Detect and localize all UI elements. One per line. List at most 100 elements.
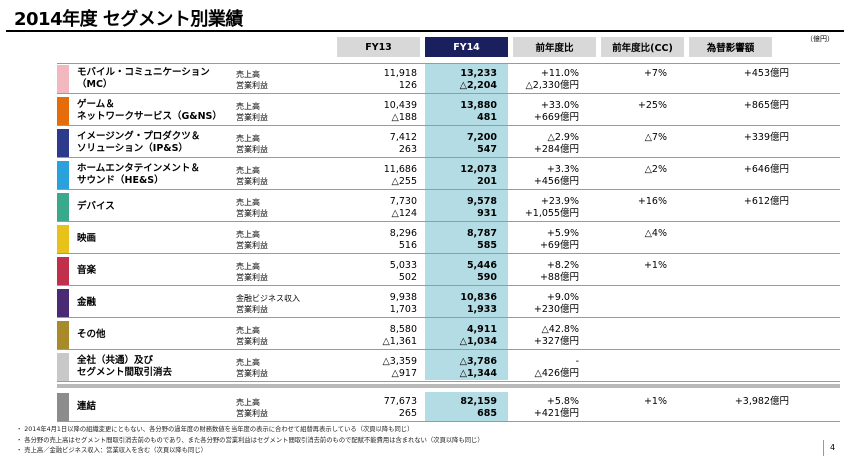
- segment-name-line: （MC）: [77, 79, 113, 90]
- page-number: 4: [830, 443, 836, 452]
- yoy-cc: △4%: [644, 228, 667, 239]
- table-top-rule: [57, 63, 840, 64]
- yoy-sales: +5.8%: [546, 396, 579, 407]
- header-fy14: FY14: [425, 37, 508, 57]
- fy13-op-income: 263: [398, 144, 417, 155]
- table-row: 全社（共通）及び セグメント間取引消去 売上高 営業利益 △3,359 △917 △3,78…: [57, 352, 840, 382]
- header-fy13: FY13: [337, 37, 420, 57]
- segment-color-swatch: [57, 65, 69, 93]
- fy14-op-income: 547: [477, 144, 497, 155]
- yoy-cc: △7%: [644, 132, 667, 143]
- yoy-op-income: +456億円: [533, 176, 579, 187]
- segment-color-swatch: [57, 161, 69, 189]
- segment-name: 全社（共通）及び セグメント間取引消去: [77, 355, 172, 379]
- fy13-op-income: △124: [391, 208, 417, 219]
- title-underline: [6, 30, 844, 32]
- segment-color-swatch: [57, 353, 69, 381]
- table-row: ゲーム＆ ネットワークサービス（G&NS） 売上高 営業利益 10,439 △188 13,…: [57, 96, 840, 126]
- row-label-sales: 売上高: [236, 198, 260, 207]
- fy14-op-income: 585: [477, 240, 497, 251]
- yoy-cc: +1%: [643, 260, 667, 271]
- row-label-op-income: 営業利益: [236, 241, 268, 250]
- fy14-op-income: △1,034: [459, 336, 497, 347]
- segment-name-line: サウンド（HE&S）: [77, 175, 164, 186]
- fy13-sales: 9,938: [389, 292, 417, 303]
- fy13-op-income: 1,703: [389, 304, 417, 315]
- table-row: その他 売上高 営業利益 8,580 △1,361 4,911 △1,034 △42.8% +3…: [57, 320, 840, 350]
- yoy-sales: +23.9%: [540, 196, 579, 207]
- fy13-sales: 7,730: [389, 196, 417, 207]
- row-label-sales: 売上高: [236, 326, 260, 335]
- row-label-sales: 売上高: [236, 230, 260, 239]
- yoy-op-income: +1,055億円: [524, 208, 579, 219]
- fy13-op-income: 126: [398, 80, 417, 91]
- row-label-op-income: 営業利益: [236, 177, 268, 186]
- segment-color-swatch: [57, 257, 69, 285]
- segment-name-line: 金融: [77, 297, 97, 308]
- fy13-sales: 11,686: [383, 164, 417, 175]
- segment-name: 映画: [77, 233, 96, 245]
- fy14-sales: 5,446: [466, 260, 497, 271]
- fy14-op-income: 590: [477, 272, 497, 283]
- yoy-op-income: +669億円: [533, 112, 579, 123]
- fx-impact: +612億円: [743, 196, 789, 207]
- table-row: 音楽 売上高 営業利益 5,033 502 5,446 590 +8.2% +88億円 +1%: [57, 256, 840, 286]
- table-row: ホームエンタテインメント＆ サウンド（HE&S） 売上高 営業利益 11,686 △255…: [57, 160, 840, 190]
- fy14-op-income: 931: [477, 208, 497, 219]
- yoy-cc: +16%: [637, 196, 667, 207]
- row-label-op-income: 営業利益: [236, 337, 268, 346]
- yoy-op-income: +327億円: [533, 336, 579, 347]
- fy14-sales: 10,836: [460, 292, 497, 303]
- yoy-sales: +11.0%: [540, 68, 579, 79]
- yoy-cc: +7%: [643, 68, 667, 79]
- fy13-sales: △3,359: [382, 356, 417, 367]
- yoy-op-income: +69億円: [539, 240, 579, 251]
- fy13-op-income: △188: [391, 112, 417, 123]
- yoy-cc: +1%: [643, 396, 667, 407]
- yoy-op-income: +230億円: [533, 304, 579, 315]
- row-label-op-income: 営業利益: [236, 409, 268, 418]
- segment-name: イメージング・プロダクツ＆ ソリューション（IP&S）: [77, 131, 200, 155]
- row-label-op-income: 営業利益: [236, 209, 268, 218]
- footnote: ・ 2014年4月1日以降の組織変更にともない、各分野の過年度の財務数値を当年度…: [16, 426, 414, 433]
- row-label-op-income: 営業利益: [236, 369, 268, 378]
- fy14-op-income: △1,344: [459, 368, 497, 379]
- yoy-sales: +5.9%: [546, 228, 579, 239]
- yoy-sales: -: [575, 356, 579, 367]
- row-label-op-income: 営業利益: [236, 145, 268, 154]
- segment-name: その他: [77, 329, 106, 341]
- fy13-op-income: 265: [398, 408, 417, 419]
- yoy-op-income: △2,330億円: [525, 80, 579, 91]
- segment-name: デバイス: [77, 201, 115, 213]
- total-separator: [57, 384, 840, 388]
- fx-impact: +3,982億円: [734, 396, 789, 407]
- yoy-sales: +9.0%: [546, 292, 579, 303]
- fx-impact: +865億円: [743, 100, 789, 111]
- row-label-sales: 売上高: [236, 358, 260, 367]
- fy13-sales: 8,580: [389, 324, 417, 335]
- table-row: モバイル・コミュニケーション （MC） 売上高 営業利益 11,918 126 13,233…: [57, 64, 840, 94]
- fx-impact: +646億円: [743, 164, 789, 175]
- segment-name-line: デバイス: [77, 201, 115, 212]
- row-label-op-income: 営業利益: [236, 305, 268, 314]
- fy13-op-income: △1,361: [382, 336, 417, 347]
- segment-name: ホームエンタテインメント＆ サウンド（HE&S）: [77, 163, 200, 187]
- fy14-op-income: 481: [477, 112, 497, 123]
- segment-name-line: ソリューション（IP&S）: [77, 143, 188, 154]
- row-label-sales: 売上高: [236, 134, 260, 143]
- row-label-op-income: 営業利益: [236, 273, 268, 282]
- yoy-op-income: △426億円: [534, 368, 579, 379]
- fy13-op-income: △255: [391, 176, 417, 187]
- yoy-sales: △42.8%: [541, 324, 580, 335]
- row-label-sales: 金融ビジネス収入: [236, 294, 300, 303]
- fy13-op-income: 502: [398, 272, 417, 283]
- table-row: 映画 売上高 営業利益 8,296 516 8,787 585 +5.9% +69億円 △4%: [57, 224, 840, 254]
- fy14-op-income: 201: [477, 176, 497, 187]
- segment-name: 金融: [77, 297, 96, 309]
- fy13-op-income: 516: [398, 240, 417, 251]
- segment-name-line: セグメント間取引消去: [77, 367, 173, 378]
- fy13-sales: 7,412: [389, 132, 417, 143]
- fx-impact: +339億円: [743, 132, 789, 143]
- segment-color-swatch: [57, 193, 69, 221]
- fy13-sales: 11,918: [383, 68, 417, 79]
